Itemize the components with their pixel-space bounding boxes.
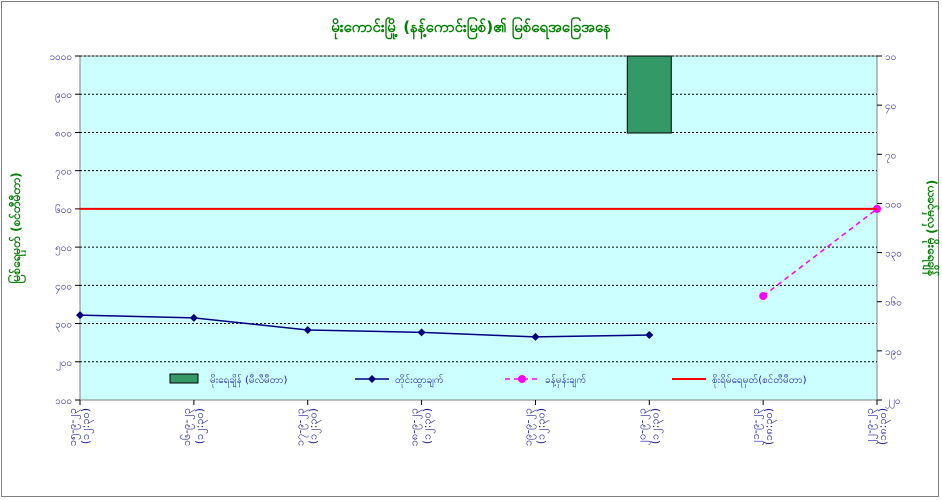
chart-title: မိုးကောင်းမြို့ (နန့်ကောင်းမြစ်)၏ မြစ်ရေ…: [331, 18, 611, 36]
left-axis-tick-label: ၁၀၀: [55, 396, 72, 407]
legend-label: ခန့်မှန်းချက်: [545, 373, 586, 388]
plot-area: [79, 55, 878, 401]
left-axis-tick-label: ၈၀၀: [55, 128, 72, 139]
left-axis-tick-label: ၃၀၀: [55, 320, 72, 333]
x-axis-tick-label: ၁၇-၉-၂၃: [294, 408, 309, 446]
legend-label: စိုးရိမ်ရေမှတ်(စင်တီမီတာ): [712, 373, 807, 388]
left-axis-tick-label: ၆၀၀: [55, 203, 72, 216]
x-axis-tick-label: ၁၈-၉-၂၃: [408, 408, 423, 446]
left-axis-tick-label: ၇၀၀: [55, 167, 72, 180]
observed-point: [303, 326, 312, 335]
forecast-point: [759, 292, 768, 301]
observed-point: [645, 331, 654, 340]
observed-point: [417, 328, 426, 337]
x-axis-tick-label: (၁၈:၃၀): [876, 408, 891, 445]
legend-label: တိုင်းထွာချက်: [395, 373, 444, 388]
legend-marker-observed: [368, 375, 376, 383]
x-axis-tick-label: (၁၂:၃၀): [79, 408, 94, 444]
x-axis-tick-label: ၂၁-၉-၂၃: [749, 408, 764, 445]
observed-point: [189, 313, 198, 322]
legend-label: မိုးရေချိန် (မီလီမီတာ): [210, 373, 288, 388]
x-axis-tick-label: (၁၂:၃၀): [307, 408, 322, 444]
left-axis-title: မြစ်ရေမှတ် (စင်တီမီတာ): [6, 172, 27, 283]
x-axis-tick-label: ၁၆-၉-၂၃: [180, 408, 195, 446]
right-axis-tick-label: ၁၀၀: [885, 199, 902, 210]
legend-marker-forecast: [518, 375, 526, 383]
right-axis-tick-label: ၁၀: [885, 52, 896, 63]
observed-point: [76, 311, 84, 320]
x-axis-tick-label: ၁၅-၉-၂၃: [66, 408, 81, 446]
right-axis-tick-label: ၄၀: [885, 101, 896, 114]
right-axis-tick-label: ၇၀: [885, 150, 896, 163]
x-axis-tick-label: (၁၂:၃၀): [534, 408, 549, 444]
left-axis-tick-label: ၅၀၀: [55, 243, 72, 256]
right-axis-tick-label: ၁၃၀: [885, 249, 902, 262]
right-axis-tick-label: ၂၂၀: [885, 396, 900, 409]
x-axis-tick-label: ၂၂-၉-၂၃: [863, 408, 878, 445]
x-axis-tick-label: (၁၂:၃၀): [421, 408, 436, 444]
right-axis-tick-label: ၁၉၀: [885, 347, 902, 360]
forecast-line: [762, 208, 878, 297]
observed-line: [79, 314, 650, 338]
left-axis-tick-label: ၂၀၀: [56, 358, 72, 371]
x-axis-tick-label: (၁၈:၃၀): [762, 408, 777, 445]
x-axis-tick-label: (၁၂:၃၀): [648, 408, 663, 444]
x-axis-tick-label: ၁၉-၉-၂၃: [521, 408, 536, 446]
x-axis-tick-label: ၂၀-၉-၂၃: [635, 408, 650, 445]
rainfall-bar: [626, 55, 672, 134]
left-axis-tick-label: ၄၀၀: [55, 281, 72, 294]
left-axis-tick-label: ၁၀၀၀: [50, 52, 73, 63]
right-axis-title: (ယခင်မှလှ) မိုးရေချိန်: [921, 180, 941, 277]
legend-swatch-rainfall: [169, 373, 199, 384]
left-axis-tick-label: ၉၀၀: [55, 90, 72, 103]
observed-point: [531, 332, 540, 341]
right-axis-tick-label: ၁၆၀: [885, 296, 902, 309]
x-axis-tick-label: (၁၂:၃၀): [193, 408, 208, 444]
